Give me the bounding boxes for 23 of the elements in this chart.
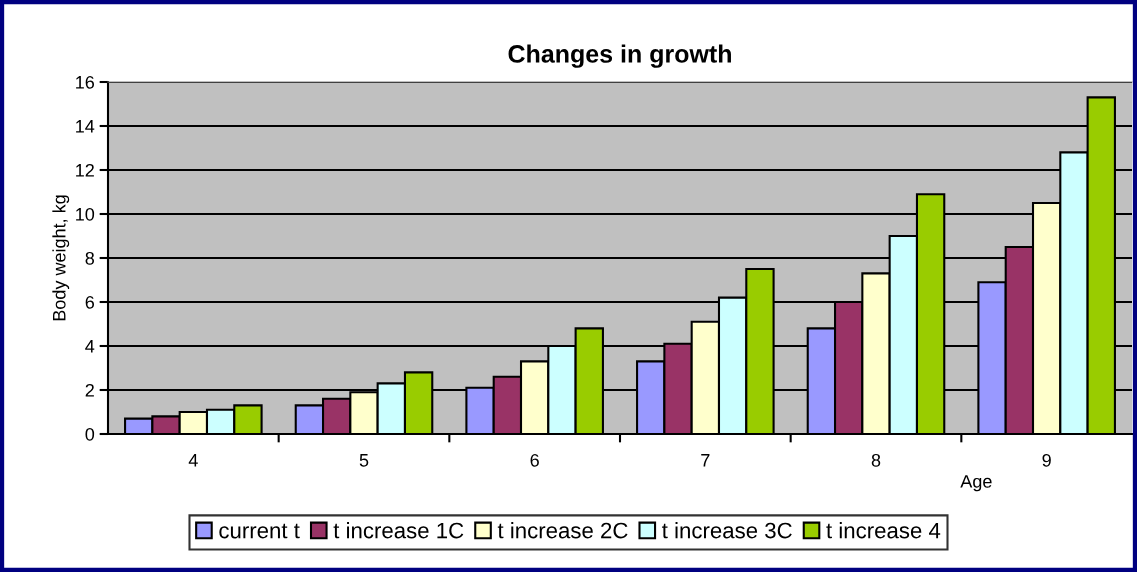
legend-label: t increase 3C bbox=[662, 522, 792, 539]
x-tick-label: 8 bbox=[871, 453, 881, 467]
legend-label: t increase 4 bbox=[826, 522, 941, 539]
x-tick-label: 9 bbox=[1042, 453, 1051, 467]
x-tick-label: 5 bbox=[359, 454, 369, 467]
chart-title: Changes in growth bbox=[508, 44, 731, 68]
y-tick-label: 12 bbox=[76, 163, 94, 177]
y-tick-label: 14 bbox=[76, 120, 95, 133]
legend-label: t increase 1C bbox=[333, 522, 464, 539]
x-axis-title: Age bbox=[960, 475, 992, 492]
legend-label: current t bbox=[219, 523, 300, 539]
x-tick-label: 4 bbox=[188, 454, 198, 467]
y-tick-label: 2 bbox=[85, 383, 94, 397]
y-tick-label: 0 bbox=[85, 427, 95, 441]
legend-label: t increase 2C bbox=[497, 522, 628, 539]
x-tick-label: 6 bbox=[530, 453, 539, 467]
y-tick-label: 16 bbox=[76, 75, 95, 89]
y-tick-label: 10 bbox=[76, 207, 95, 221]
y-tick-label: 8 bbox=[85, 251, 95, 265]
y-tick-label: 4 bbox=[85, 340, 95, 353]
y-tick-label: 6 bbox=[85, 295, 95, 309]
x-tick-label: 7 bbox=[701, 454, 710, 467]
y-axis-title: Body weight, kg bbox=[52, 195, 70, 321]
